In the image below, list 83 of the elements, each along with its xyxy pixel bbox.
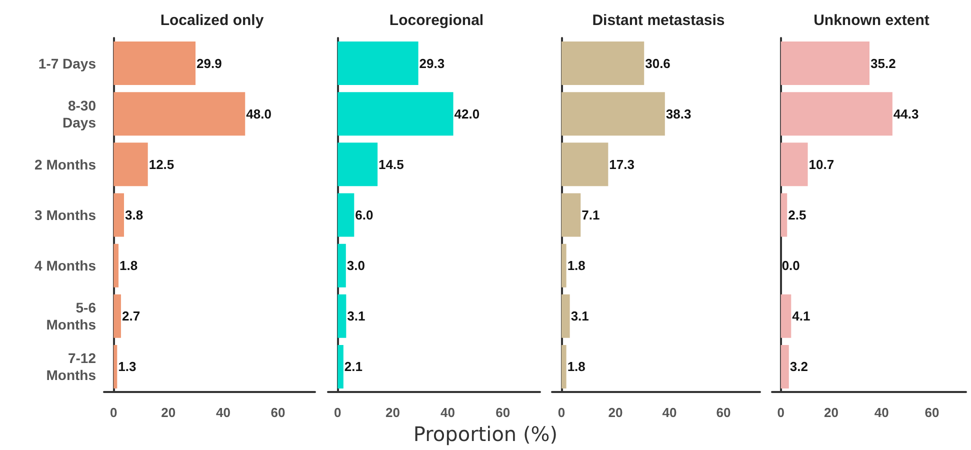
x-tick-label: 60 [716, 405, 731, 420]
bar [114, 193, 124, 237]
x-tick-label: 20 [385, 405, 400, 420]
bar [338, 92, 454, 136]
x-tick-label: 20 [608, 405, 623, 420]
bar [114, 294, 121, 338]
data-label: 4.1 [792, 308, 810, 324]
data-label: 30.6 [645, 56, 670, 71]
bar [561, 193, 581, 237]
bar [114, 344, 118, 388]
bar [780, 344, 789, 388]
x-tick-label: 0 [777, 405, 784, 420]
data-label: 3.1 [570, 308, 589, 324]
chart-title: Distant metastasis [592, 12, 725, 29]
bar [780, 142, 808, 186]
x-tick-label: 0 [110, 405, 118, 420]
x-tick-label: 0 [558, 405, 566, 420]
data-label: 2.7 [122, 308, 140, 324]
y-tick-label: 8-30 Days [62, 97, 96, 130]
data-label: 2.1 [344, 359, 362, 374]
x-tick-label: 60 [270, 405, 286, 420]
bar [338, 294, 346, 338]
x-tick-label: 40 [874, 405, 889, 420]
x-tick-label: 40 [440, 405, 455, 420]
y-tick-label: 5-6 Months [46, 300, 96, 333]
y-tick-label: 4 Months [34, 258, 96, 274]
y-tick-label: 3 Months [34, 207, 96, 223]
data-label: 3.2 [790, 359, 808, 374]
data-label: 48.0 [246, 106, 272, 122]
bar [114, 42, 196, 86]
data-label: 42.0 [454, 106, 480, 122]
bar [561, 42, 644, 86]
x-tick-label: 60 [924, 405, 940, 420]
bar [114, 142, 148, 186]
x-tick-label: 40 [216, 405, 230, 420]
data-label: 3.8 [125, 208, 144, 222]
data-label: 29.9 [196, 56, 222, 71]
bar [780, 294, 792, 338]
data-label: 0.0 [782, 258, 800, 274]
data-label: 2.5 [788, 208, 806, 222]
chart-title: Unknown extent [814, 12, 930, 29]
data-label: 1.8 [567, 258, 586, 274]
bar [338, 244, 346, 288]
x-tick-label: 20 [161, 405, 176, 420]
bar [780, 92, 892, 136]
data-label: 7.1 [582, 208, 600, 222]
bar [338, 42, 418, 86]
bar [114, 244, 119, 288]
data-label: 35.2 [870, 56, 896, 71]
x-tick-label: 20 [824, 405, 838, 420]
data-label: 1.3 [118, 359, 136, 374]
y-tick-label: 7-12 Months [46, 350, 96, 384]
bar [561, 244, 566, 288]
bar [338, 344, 344, 388]
bar [780, 42, 870, 86]
x-tick-label: 0 [334, 405, 342, 420]
data-label: 14.5 [378, 156, 404, 172]
y-tick-label: 1-7 Days [38, 55, 96, 72]
data-label: 1.8 [120, 258, 138, 274]
x-tick-label: 60 [496, 405, 510, 420]
y-tick-label: 2 Months [34, 156, 96, 172]
data-label: 10.7 [808, 156, 834, 172]
bar [114, 92, 246, 136]
bar [561, 294, 570, 338]
data-label: 3.1 [347, 308, 366, 324]
data-label: 17.3 [609, 156, 634, 172]
bar [780, 193, 788, 237]
data-label: 6.0 [355, 208, 374, 222]
chart-title: Locoregional [389, 12, 484, 29]
data-label: 3.0 [346, 258, 365, 274]
chart-title: Localized only [160, 12, 264, 29]
x-axis-title: Proportion (%) [412, 422, 559, 446]
bar [561, 142, 608, 186]
data-label: 12.5 [148, 156, 174, 172]
bar [338, 142, 378, 186]
bar [561, 344, 566, 388]
data-label: 38.3 [666, 106, 692, 122]
bar [561, 92, 665, 136]
bar [338, 193, 354, 237]
x-tick-label: 40 [662, 405, 677, 420]
data-label: 29.3 [419, 56, 445, 71]
data-label: 1.8 [567, 359, 586, 374]
data-label: 44.3 [893, 106, 919, 122]
